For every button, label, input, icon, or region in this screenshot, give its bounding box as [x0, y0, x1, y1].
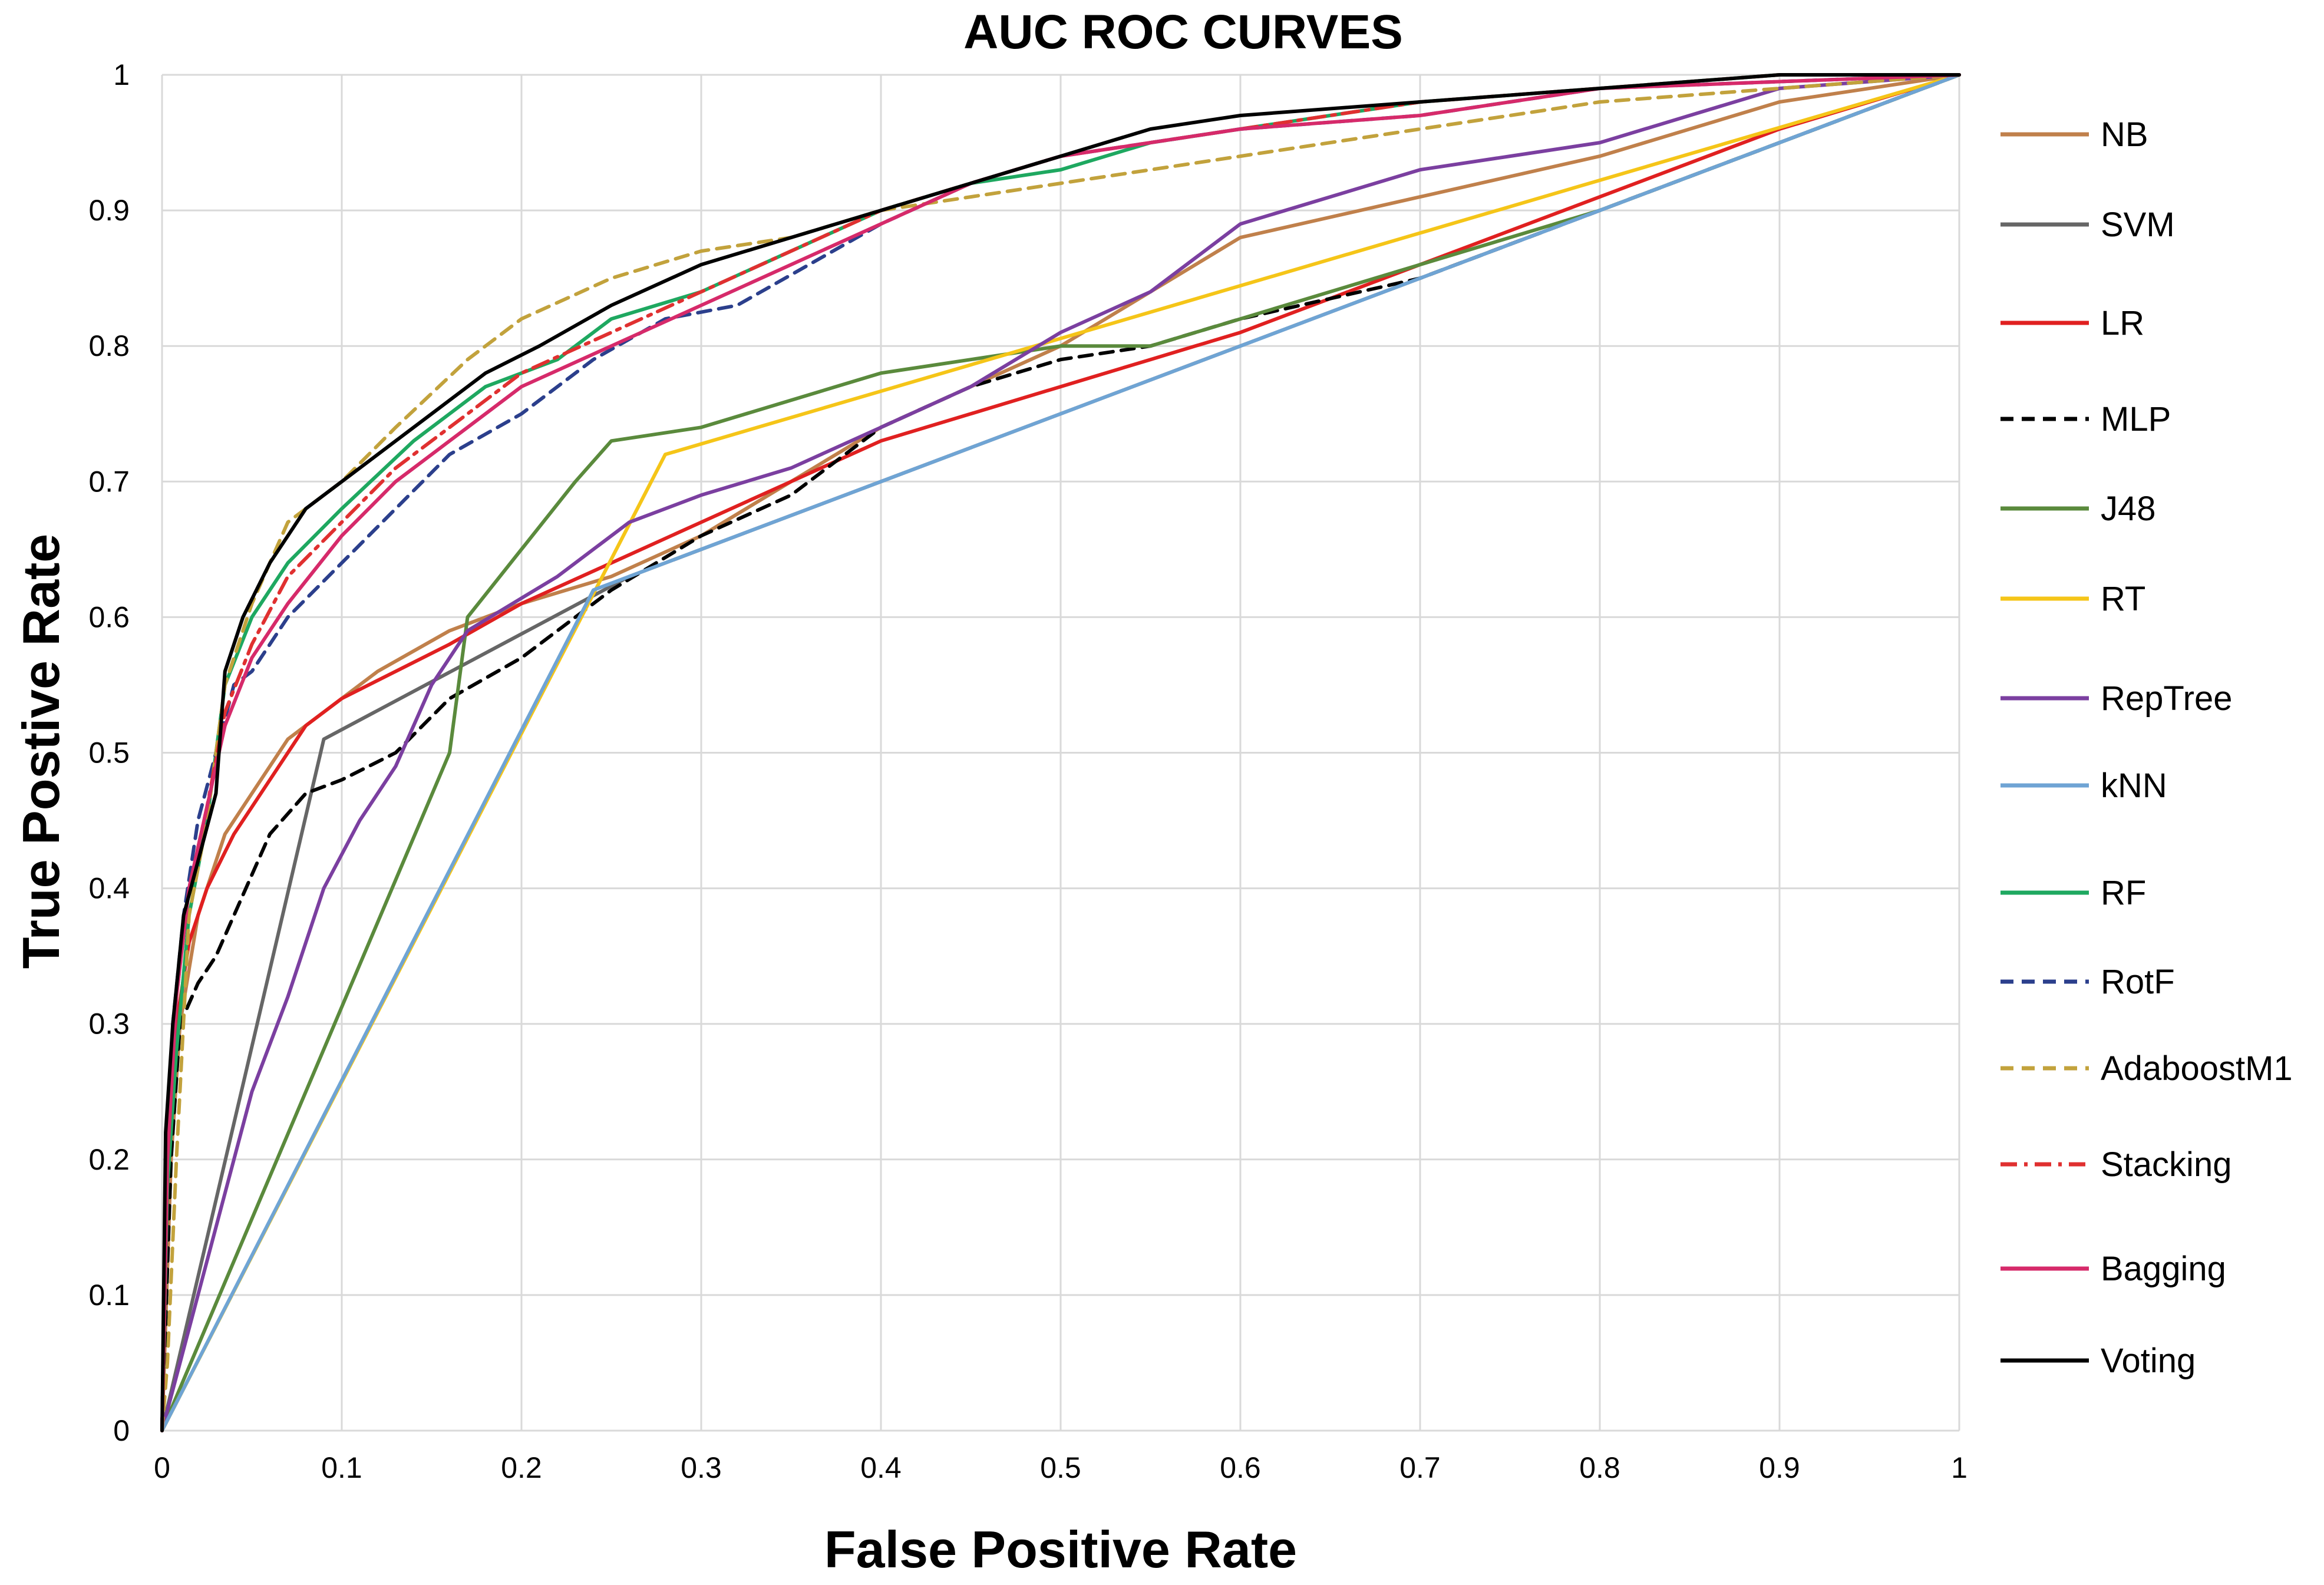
legend-label-adaboostm1: AdaboostM1 — [2101, 1049, 2293, 1088]
legend-label-mlp: MLP — [2101, 400, 2171, 438]
legend-label-lr: LR — [2101, 304, 2144, 342]
x-tick-label: 0.2 — [501, 1451, 542, 1484]
series-layer — [160, 73, 1961, 1432]
x-tick-label: 1 — [1951, 1451, 1968, 1484]
y-tick-label: 0.2 — [88, 1143, 130, 1176]
y-axis-label: True Postive Rate — [12, 534, 70, 969]
x-tick-label: 0.3 — [681, 1451, 722, 1484]
chart-title: AUC ROC CURVES — [963, 5, 1403, 59]
series-line-voting — [160, 73, 1961, 1432]
y-tick-label: 0.8 — [88, 329, 130, 362]
series-line-reptree — [160, 73, 1961, 1432]
series-line-lr — [160, 73, 1961, 1432]
y-tick-label: 0 — [113, 1414, 130, 1447]
x-tick-label: 0.4 — [860, 1451, 902, 1484]
legend-label-reptree: RepTree — [2101, 679, 2233, 718]
y-tick-label: 0.5 — [88, 737, 130, 770]
x-tick-label: 0.6 — [1220, 1451, 1261, 1484]
y-tick-label: 1 — [113, 58, 130, 91]
legend-label-rotf: RotF — [2101, 963, 2175, 1001]
grid-lines — [161, 74, 1960, 1432]
y-tick-label: 0.4 — [88, 872, 130, 905]
legend-label-j48: J48 — [2101, 490, 2156, 528]
legend-label-rt: RT — [2101, 580, 2145, 618]
x-axis-label: False Positive Rate — [824, 1520, 1297, 1579]
x-tick-label: 0.7 — [1399, 1451, 1441, 1484]
legend-label-knn: kNN — [2101, 767, 2167, 805]
y-tick-label: 0.7 — [88, 465, 130, 498]
y-tick-label: 0.3 — [88, 1008, 130, 1041]
series-line-bagging — [160, 73, 1961, 1432]
x-tick-label: 0.5 — [1040, 1451, 1081, 1484]
y-tick-label: 0.1 — [88, 1279, 130, 1312]
legend-label-svm: SVM — [2101, 206, 2175, 244]
legend-label-nb: NB — [2101, 115, 2148, 154]
y-tick-label: 0.9 — [88, 194, 130, 227]
series-line-knn — [160, 73, 1961, 1432]
y-tick-label: 0.6 — [88, 600, 130, 633]
x-tick-label: 0.8 — [1579, 1451, 1620, 1484]
x-tick-label: 0 — [154, 1451, 170, 1484]
x-tick-label: 0.9 — [1759, 1451, 1800, 1484]
series-line-nb — [160, 73, 1961, 1432]
legend-label-voting: Voting — [2101, 1342, 2196, 1380]
series-line-mlp — [160, 73, 1961, 1432]
legend-label-stacking: Stacking — [2101, 1145, 2231, 1184]
series-line-j48 — [160, 73, 1961, 1432]
legend-label-rf: RF — [2101, 874, 2146, 912]
legend-label-bagging: Bagging — [2101, 1250, 2226, 1288]
tick-labels: 0 0.1 0.2 0.3 0.4 0.5 0.6 0.7 0.8 0.9 1 0 0.1 0.2 0.3 0… — [88, 58, 1967, 1484]
x-tick-label: 0.1 — [321, 1451, 362, 1484]
legend: NB SVM LR MLP J48 RT RepTree kNN RF RotF AdaboostM… — [2001, 115, 2293, 1380]
